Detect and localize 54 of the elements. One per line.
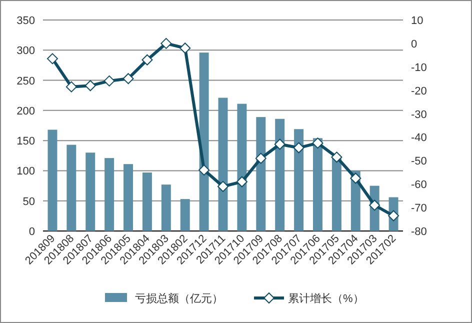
y2-tick-label: 10 (411, 15, 424, 27)
y2-tick-label: 0 (411, 38, 418, 50)
point (160, 38, 172, 49)
legend-label: 累计增长（%） (288, 292, 364, 305)
y2-tick-label: -80 (411, 226, 427, 238)
y2-tick-label: -40 (411, 132, 427, 144)
y-tick-label: 300 (16, 45, 35, 58)
bar (294, 129, 304, 231)
bar (275, 118, 285, 231)
bar (48, 130, 58, 231)
point (331, 152, 342, 163)
point (255, 152, 266, 164)
point (104, 75, 115, 86)
point (198, 164, 210, 176)
bar (332, 156, 342, 231)
bar (161, 184, 171, 231)
y-tick-label: 250 (16, 75, 35, 88)
y2-tick-label: -70 (411, 202, 427, 215)
point (180, 42, 191, 54)
bar (199, 52, 209, 231)
y2-tick-label: -10 (411, 62, 427, 74)
y2-tick-label: -30 (411, 108, 427, 121)
point (84, 80, 96, 92)
bar (313, 138, 322, 231)
bar (180, 199, 190, 231)
bar (66, 144, 76, 231)
bar (142, 172, 152, 231)
y2-tick-label: -20 (411, 85, 427, 98)
point (122, 73, 134, 84)
bar (86, 152, 96, 231)
point (293, 142, 304, 154)
y-tick-label: 100 (16, 166, 35, 178)
y-tick-label: 200 (16, 105, 35, 118)
bar (256, 117, 266, 231)
y2-tick-label: -60 (411, 179, 427, 192)
bar (124, 164, 133, 231)
point (236, 176, 248, 188)
point (218, 180, 228, 192)
point (369, 200, 380, 211)
y-tick-label: 150 (16, 136, 35, 148)
point (350, 172, 362, 184)
y-tick-label: 350 (16, 15, 35, 27)
point (66, 81, 77, 92)
bar (104, 158, 114, 231)
y-tick-label: 0 (28, 226, 35, 238)
point (142, 54, 153, 66)
y2-tick-label: -50 (411, 156, 427, 168)
point (388, 210, 400, 222)
bar (237, 104, 247, 231)
y-tick-label: 50 (22, 196, 35, 208)
legend-label: 亏损总额（亿元） (135, 292, 223, 305)
point (274, 138, 286, 150)
point (46, 53, 58, 64)
point (312, 138, 324, 149)
